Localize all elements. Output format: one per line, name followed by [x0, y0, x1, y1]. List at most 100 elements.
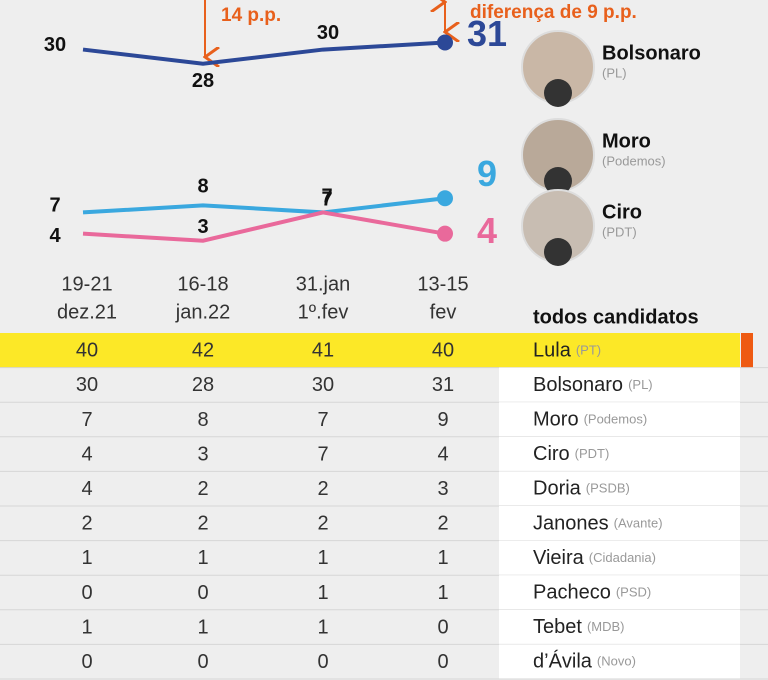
cell: 0	[317, 651, 328, 673]
name-cell	[499, 367, 740, 403]
cell: 0	[197, 651, 208, 673]
cell: 3	[437, 478, 448, 500]
party: (Podemos)	[584, 412, 648, 427]
cell: 2	[317, 513, 328, 535]
cell: 7	[81, 409, 92, 431]
cell: 9	[437, 409, 448, 431]
party: (Cidadania)	[589, 550, 656, 565]
cell: 1	[197, 616, 208, 638]
cell: 40	[76, 340, 98, 362]
candidate: Ciro	[533, 443, 570, 465]
cell: 1	[317, 616, 328, 638]
annotation: 14 p.p.	[221, 5, 281, 26]
x-tick-label: 31.jan	[296, 273, 351, 295]
cell: 1	[317, 547, 328, 569]
cell: 28	[192, 374, 214, 396]
x-tick-label: 13-15	[417, 273, 468, 295]
end-dot	[437, 225, 453, 242]
cell: 0	[197, 582, 208, 604]
x-tick-label: 16-18	[177, 273, 228, 295]
line	[82, 210, 446, 243]
cell: 41	[312, 340, 334, 362]
highlight-row	[0, 333, 740, 368]
row-name: Janones (Avante)	[533, 513, 663, 535]
row-name: Tebet (MDB)	[533, 616, 624, 638]
x-tick-label: 1º.fev	[298, 301, 349, 323]
candidate: Pacheco	[533, 582, 611, 604]
cell: 0	[437, 616, 448, 638]
legend-name: Ciro	[602, 201, 642, 223]
data-label: 9	[477, 153, 497, 194]
candidate: Doria	[533, 478, 582, 500]
name-cell	[499, 540, 740, 576]
name-cell	[499, 436, 740, 472]
legend-name: Moro	[602, 130, 651, 152]
x-tick-label: jan.22	[175, 301, 231, 323]
party: (MDB)	[587, 620, 625, 635]
row-name: Ciro (PDT)	[533, 443, 609, 465]
cell: 2	[437, 513, 448, 535]
name-cell	[499, 471, 740, 506]
data-label: 4	[477, 210, 497, 251]
legend-party: (PL)	[602, 65, 627, 80]
name-cell	[499, 575, 740, 610]
row-name: Lula (PT)	[533, 340, 601, 362]
candidate: Bolsonaro	[533, 374, 623, 396]
end-dot	[437, 34, 453, 51]
cell: 2	[197, 478, 208, 500]
name-cell	[499, 506, 740, 541]
data-label: 28	[192, 70, 214, 92]
cell: 30	[76, 374, 98, 396]
row-name: Bolsonaro (PL)	[533, 374, 653, 396]
cell: 0	[437, 651, 448, 673]
legend-party: (Podemos)	[602, 153, 666, 168]
cell: 3	[197, 443, 208, 465]
end-dot	[437, 190, 453, 207]
data-label: 7	[321, 189, 332, 211]
line	[82, 196, 446, 215]
cell: 7	[317, 409, 328, 431]
cell: 7	[317, 443, 328, 465]
cell: 40	[432, 340, 454, 362]
data-label: 4	[49, 225, 61, 247]
x-tick-label: dez.21	[57, 301, 117, 323]
cell: 4	[437, 443, 448, 465]
party: (PSD)	[616, 585, 651, 600]
row-name: Pacheco (PSD)	[533, 582, 651, 604]
highlight-tab	[741, 333, 753, 368]
data-label: 7	[49, 195, 60, 217]
cell: 1	[81, 547, 92, 569]
candidate: d’Ávila	[533, 650, 593, 673]
party: (PT)	[576, 343, 601, 358]
data-label: 30	[317, 22, 339, 44]
cell: 2	[81, 513, 92, 535]
cell: 42	[192, 340, 214, 362]
data-label: 8	[197, 176, 208, 198]
legend-party: (PDT)	[602, 224, 637, 239]
cell: 1	[197, 547, 208, 569]
cell: 0	[81, 651, 92, 673]
candidate: Vieira	[533, 547, 585, 569]
cell: 1	[437, 547, 448, 569]
cell: 8	[197, 409, 208, 431]
cell: 31	[432, 374, 454, 396]
cell: 1	[81, 616, 92, 638]
party: (PL)	[628, 377, 653, 392]
data-label: 3	[197, 216, 208, 238]
cell: 0	[81, 582, 92, 604]
party: (Novo)	[597, 654, 636, 669]
line	[82, 40, 446, 66]
legend-name: Bolsonaro	[602, 42, 701, 64]
row-name: Doria (PSDB)	[533, 478, 630, 500]
candidate: Janones	[533, 513, 609, 535]
row-name: Moro (Podemos)	[533, 409, 647, 431]
annotation: diferença de 9 p.p.	[470, 2, 637, 23]
table-title: todos candidatos	[533, 306, 699, 328]
cell: 30	[312, 374, 334, 396]
row-name: d’Ávila (Novo)	[533, 650, 636, 673]
party: (Avante)	[614, 516, 663, 531]
cell: 2	[317, 478, 328, 500]
x-tick-label: fev	[430, 301, 457, 323]
photo-shirt	[544, 238, 572, 266]
